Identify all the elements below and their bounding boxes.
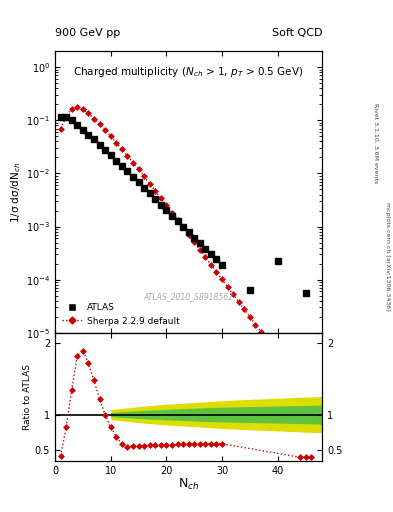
Text: Soft QCD: Soft QCD <box>272 28 322 38</box>
Text: Charged multiplicity ($N_{ch}$ > 1, $p_T$ > 0.5 GeV): Charged multiplicity ($N_{ch}$ > 1, $p_T… <box>73 66 304 79</box>
Text: Rivet 3.1.10, 3.6M events: Rivet 3.1.10, 3.6M events <box>373 103 378 183</box>
X-axis label: N$_{ch}$: N$_{ch}$ <box>178 477 199 492</box>
Text: ATLAS_2010_S8918562: ATLAS_2010_S8918562 <box>143 292 234 301</box>
Y-axis label: 1/σ dσ/dN$_{ch}$: 1/σ dσ/dN$_{ch}$ <box>9 161 23 223</box>
Text: mcplots.cern.ch [arXiv:1306.3436]: mcplots.cern.ch [arXiv:1306.3436] <box>385 202 389 310</box>
Text: 900 GeV pp: 900 GeV pp <box>55 28 120 38</box>
Legend: ATLAS, Sherpa 2.2.9 default: ATLAS, Sherpa 2.2.9 default <box>59 301 182 328</box>
Y-axis label: Ratio to ATLAS: Ratio to ATLAS <box>23 364 32 430</box>
